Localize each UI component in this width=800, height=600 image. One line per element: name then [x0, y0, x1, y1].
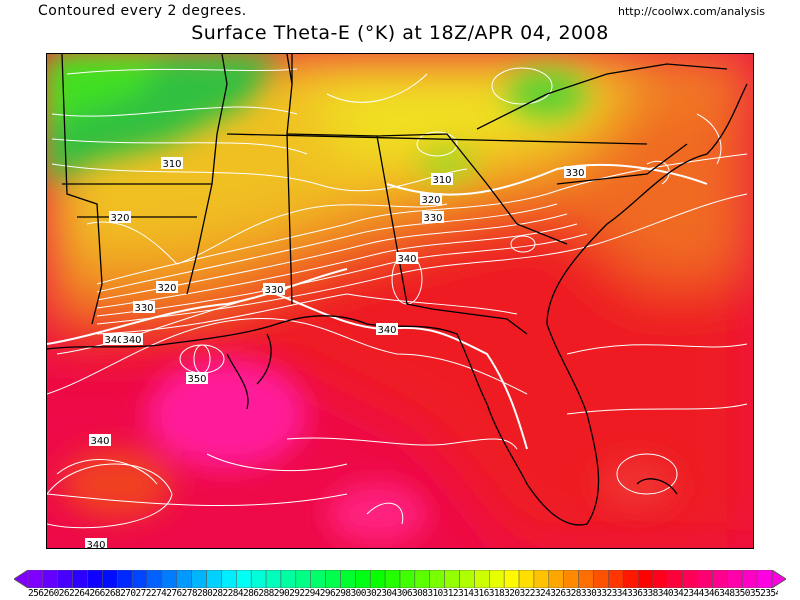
- contour-label-box: [89, 434, 111, 446]
- colorbar-swatch: [756, 570, 773, 588]
- contour-label: 320: [157, 283, 176, 294]
- colorbar-swatch: [176, 570, 192, 588]
- colorbar-swatch: [444, 570, 460, 588]
- colorbar-swatch: [429, 570, 445, 588]
- colorbar-swatch: [578, 570, 594, 588]
- colorbar-swatch: [384, 570, 401, 588]
- contour-label-box: [161, 157, 183, 169]
- colorbar-swatch: [27, 570, 44, 588]
- colorbar-swatch: [72, 570, 88, 588]
- contour-label-box: [109, 211, 131, 223]
- colorbar-swatch: [57, 570, 73, 588]
- contour-label-box: [422, 211, 444, 223]
- colorbar-swatch: [340, 570, 356, 588]
- colorbar-swatch: [637, 570, 654, 588]
- contour-label-box: [263, 283, 285, 295]
- colorbar-swatch: [325, 570, 341, 588]
- contour-label-box: [186, 372, 208, 384]
- colorbar-swatch: [667, 570, 683, 588]
- contour-label: 330: [423, 213, 442, 224]
- contour-lines: [47, 67, 748, 529]
- colorbar-swatch: [459, 570, 475, 588]
- contour-label: 310: [432, 175, 451, 186]
- colorbar-swatch: [682, 570, 698, 588]
- colorbar-swatch: [727, 570, 743, 588]
- colorbar-swatch: [310, 570, 326, 588]
- political-boundaries: [47, 54, 748, 526]
- contour-label-box: [133, 301, 155, 313]
- contour-label: 320: [421, 195, 440, 206]
- colorbar-swatch: [236, 570, 252, 588]
- colorbar-swatch: [608, 570, 624, 588]
- colorbar-swatch: [489, 570, 505, 588]
- contour-label: 340: [377, 325, 396, 336]
- contour-label: 330: [565, 168, 584, 179]
- colorbar-swatch: [652, 570, 669, 588]
- source-url: http://coolwx.com/analysis: [617, 5, 765, 18]
- colorbar-swatch: [206, 570, 222, 588]
- colorbar-swatch: [399, 570, 416, 588]
- colorbar-swatch: [295, 570, 311, 588]
- colorbar-swatch: [117, 570, 133, 588]
- contour-label: 350: [187, 374, 206, 385]
- contour-label-box: [564, 166, 586, 178]
- contour-label: 340: [86, 540, 105, 548]
- colorbar-swatch: [369, 570, 386, 588]
- theta-e-colorbar: [14, 570, 786, 588]
- contour-label-box: [103, 333, 125, 345]
- colorbar-swatch: [518, 570, 535, 588]
- colorbar-swatch: [414, 570, 431, 588]
- contour-label: 310: [162, 159, 181, 170]
- color-fill-field: [47, 54, 753, 548]
- colorbar-swatch: [355, 570, 371, 588]
- colorbar-swatch: [250, 570, 267, 588]
- colorbar-swatch: [741, 570, 758, 588]
- colorbar-swatch: [533, 570, 550, 588]
- contour-label-box: [121, 333, 143, 345]
- contour-label: 330: [134, 303, 153, 314]
- colorbar-swatch: [265, 570, 282, 588]
- colorbar-swatch: [622, 570, 639, 588]
- colorbar-right-arrow: [771, 570, 786, 588]
- colorbar-swatch: [42, 570, 59, 588]
- colorbar-swatch: [593, 570, 609, 588]
- colorbar-swatch: [221, 570, 237, 588]
- contour-interval-note: Contoured every 2 degrees.: [38, 3, 247, 19]
- contour-value-labels: 3103103203203303203303303303403403403403…: [85, 157, 586, 548]
- contour-label-box: [396, 252, 418, 264]
- colorbar-swatch: [280, 570, 297, 588]
- colorbar-swatch: [712, 570, 728, 588]
- contour-label: 340: [122, 335, 141, 346]
- contour-label-box: [376, 323, 398, 335]
- contour-label: 340: [104, 335, 123, 346]
- colorbar-swatch: [503, 570, 520, 588]
- colorbar-swatch: [146, 570, 163, 588]
- contour-label: 320: [110, 213, 129, 224]
- colorbar-swatch: [131, 570, 148, 588]
- contour-label-box: [156, 281, 178, 293]
- colorbar-swatch: [161, 570, 178, 588]
- page-title: Surface Theta-E (°K) at 18Z/APR 04, 2008: [191, 22, 609, 44]
- colorbar-swatch: [563, 570, 579, 588]
- colorbar-swatch: [191, 570, 207, 588]
- colorbar-swatch: [87, 570, 103, 588]
- contour-label: 340: [397, 254, 416, 265]
- contour-label-box: [85, 538, 107, 548]
- theta-e-map: 310 310 320 320 330 320 330 330 330 340 340 340 340 3…: [46, 53, 754, 549]
- contour-label: 330: [264, 285, 283, 296]
- colorbar-swatch: [102, 570, 118, 588]
- colorbar-swatch: [474, 570, 490, 588]
- contour-label-box: [431, 173, 453, 185]
- colorbar-swatch: [548, 570, 564, 588]
- contour-label-box: [420, 193, 442, 205]
- colorbar-tick-labels: 2562602622642662682702722742762782802822…: [28, 588, 778, 599]
- contour-label: 340: [90, 436, 109, 447]
- colorbar-swatch: [697, 570, 713, 588]
- colorbar-left-arrow: [14, 570, 29, 588]
